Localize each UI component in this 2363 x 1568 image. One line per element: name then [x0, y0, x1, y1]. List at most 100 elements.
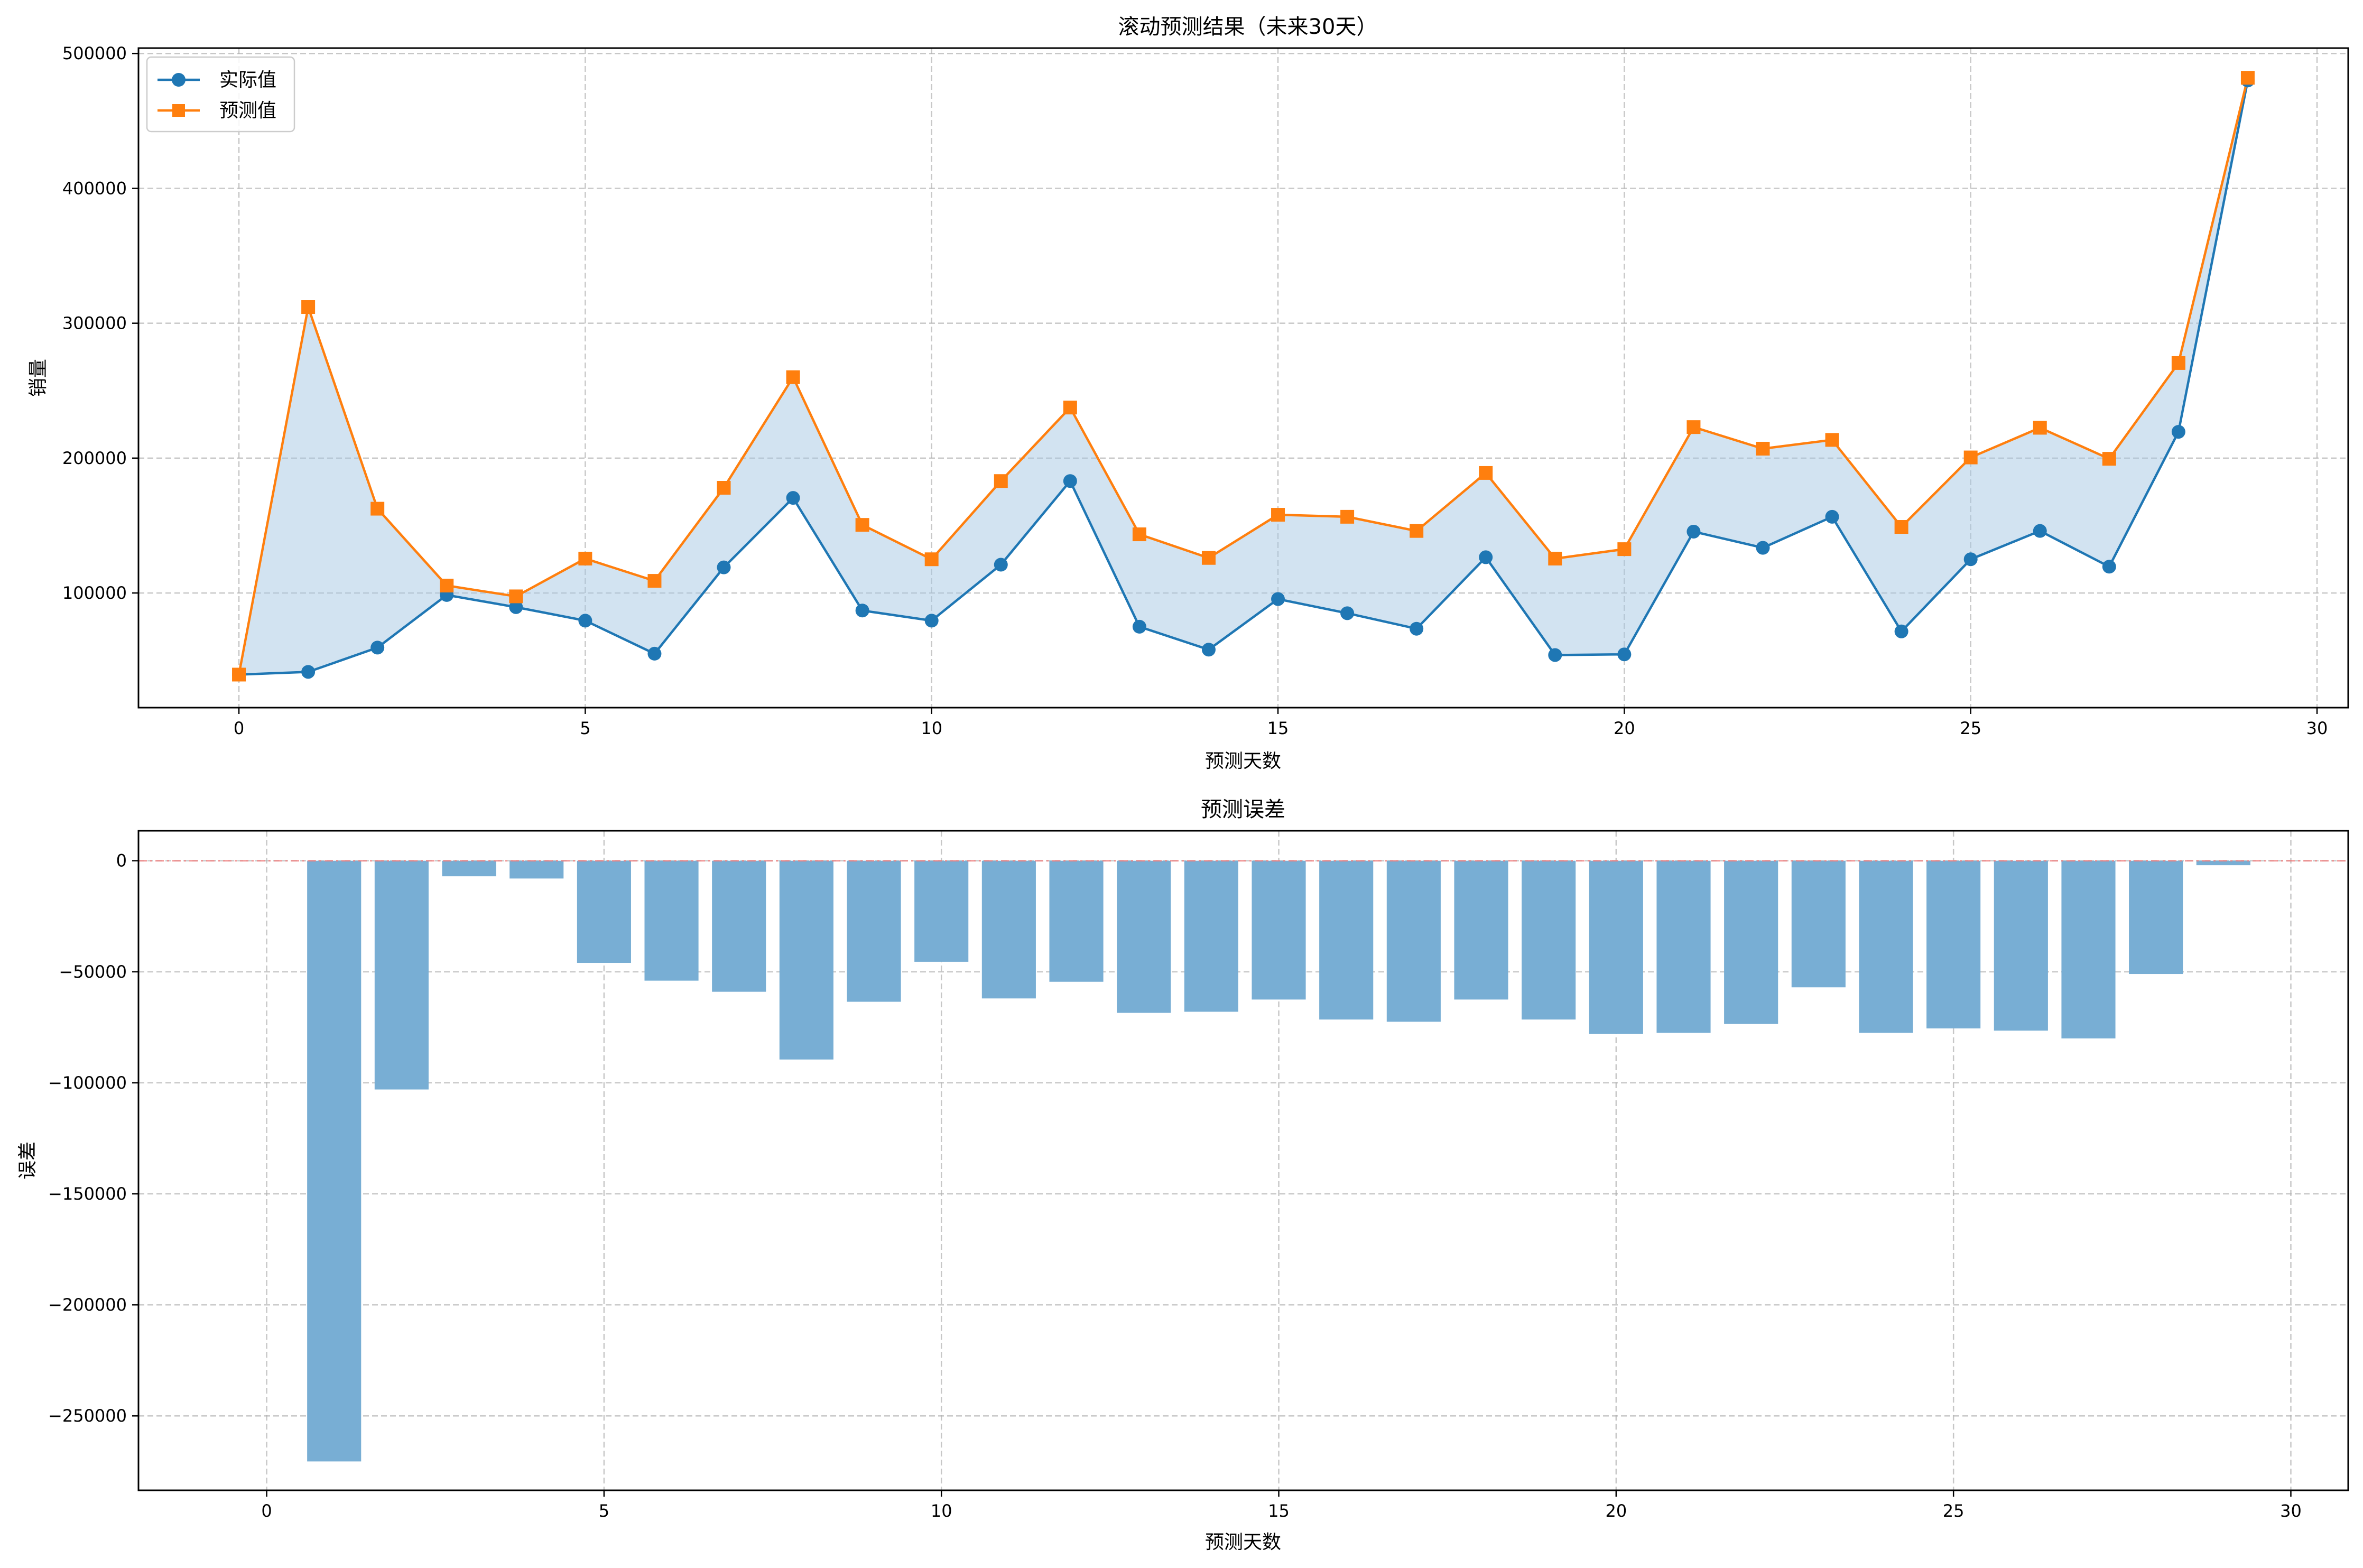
- actual-point: [1548, 648, 1562, 662]
- bottom-y-tick-label: −100000: [48, 1073, 127, 1093]
- predicted-series-line: [237, 77, 2249, 675]
- actual-point: [301, 665, 316, 679]
- actual-point: [1410, 621, 1424, 636]
- predicted-point: [578, 551, 592, 565]
- error-bar: [1859, 860, 1913, 1033]
- error-bar: [1926, 860, 1981, 1028]
- predicted-point: [1063, 401, 1077, 415]
- error-bar: [2061, 860, 2116, 1038]
- actual-point: [578, 614, 592, 628]
- error-bar: [1386, 860, 1441, 1022]
- top-x-tick-label: 15: [1267, 718, 1289, 738]
- error-bar: [1994, 860, 2048, 1031]
- bottom-x-tick-label: 25: [1943, 1501, 1964, 1521]
- predicted-point: [509, 589, 523, 604]
- error-bar: [577, 860, 631, 963]
- actual-point: [2033, 524, 2047, 538]
- top-x-tick-label: 10: [921, 718, 942, 738]
- predicted-point: [855, 518, 869, 532]
- actual-point: [370, 641, 385, 655]
- actual-point: [2102, 560, 2116, 574]
- predicted-point: [1132, 527, 1146, 542]
- actual-point: [1963, 552, 1978, 567]
- predicted-point: [1201, 551, 1216, 565]
- predicted-point: [924, 552, 939, 567]
- predicted-point: [1410, 524, 1424, 538]
- top-y-tick-label: 500000: [62, 43, 127, 63]
- top-series-group: [232, 71, 2255, 682]
- top-x-tick-label: 25: [1960, 718, 1981, 738]
- error-bar: [1522, 860, 1576, 1020]
- top-tick-labels: 0 5 10 15 20 25 30 100000 200000 300000 400000 5000…: [62, 43, 2328, 738]
- predicted-point: [440, 579, 454, 593]
- predicted-point: [1963, 450, 1978, 465]
- bottom-y-axis-label: 误差: [17, 1142, 39, 1180]
- bottom-x-tick-label: 15: [1268, 1501, 1290, 1521]
- error-bar: [1319, 860, 1374, 1020]
- predicted-point: [1756, 441, 1770, 456]
- top-y-axis-label: 销量: [27, 359, 49, 397]
- actual-point: [1894, 624, 1908, 638]
- bottom-y-tick-label: 0: [116, 851, 127, 871]
- error-bar: [981, 860, 1036, 999]
- bottom-y-tick-label: −250000: [48, 1406, 127, 1426]
- predicted-point: [717, 481, 731, 495]
- actual-point: [1340, 606, 1355, 620]
- error-bar: [1049, 860, 1104, 982]
- predicted-point: [232, 667, 246, 682]
- predicted-point: [1479, 466, 1493, 480]
- predicted-point: [2171, 356, 2185, 370]
- error-bar-chart: 预测误差 0 5 10 15 20 25 30 0 −50000 −100000 −150000 −2…: [17, 797, 2349, 1553]
- actual-point: [855, 604, 869, 618]
- predicted-point: [370, 502, 385, 516]
- predicted-point: [647, 574, 662, 588]
- top-y-tick-label: 300000: [62, 313, 127, 333]
- actual-point: [786, 491, 800, 505]
- error-bar: [644, 860, 699, 981]
- top-y-tick-label: 100000: [62, 583, 127, 603]
- actual-point: [1686, 524, 1701, 539]
- predicted-point: [2240, 71, 2255, 85]
- actual-point: [717, 560, 731, 574]
- legend-predicted-marker: [172, 104, 185, 117]
- top-x-tick-label: 5: [580, 718, 590, 738]
- error-bar: [1656, 860, 1711, 1033]
- predicted-point: [786, 370, 800, 384]
- top-x-tick-label: 20: [1614, 718, 1635, 738]
- top-x-tick-label: 30: [2306, 718, 2328, 738]
- top-chart-title: 滚动预测结果（未来30天）: [1118, 15, 1378, 39]
- actual-point: [1479, 550, 1493, 564]
- error-bar: [1252, 860, 1306, 1000]
- actual-point: [1132, 619, 1146, 634]
- bottom-plot-frame: [137, 830, 2349, 1491]
- error-bar: [1184, 860, 1238, 1012]
- forecast-line-chart: 滚动预测结果（未来30天） 0 5 10 15 20 25 30 100000 200000 30…: [27, 15, 2349, 772]
- error-bar: [442, 860, 496, 877]
- top-y-tick-label: 200000: [62, 448, 127, 468]
- error-bar: [914, 860, 969, 962]
- error-bar: [847, 860, 901, 1002]
- legend-predicted-label: 预测值: [219, 100, 276, 122]
- actual-point: [647, 646, 662, 661]
- bottom-x-tick-label: 30: [2280, 1501, 2302, 1521]
- legend-entry-actual: 实际值: [157, 69, 276, 91]
- predicted-point: [1894, 520, 1908, 534]
- bottom-x-tick-label: 5: [599, 1501, 609, 1521]
- predicted-point: [301, 300, 316, 314]
- actual-point: [994, 558, 1008, 572]
- predicted-point: [1617, 542, 1632, 556]
- actual-point: [1271, 592, 1285, 606]
- legend: 实际值 预测值: [146, 56, 295, 133]
- predicted-point: [994, 474, 1008, 488]
- top-x-axis-label: 预测天数: [1205, 750, 1281, 772]
- predicted-point: [2033, 421, 2047, 435]
- error-bar: [1724, 860, 1778, 1024]
- predicted-point: [1340, 509, 1355, 524]
- error-bar: [1589, 860, 1643, 1034]
- between-fill: [239, 78, 2248, 675]
- error-bar: [712, 860, 766, 992]
- actual-point: [509, 600, 523, 614]
- predicted-point: [1548, 551, 1562, 565]
- bottom-x-tick-label: 0: [261, 1501, 272, 1521]
- top-y-tick-label: 400000: [62, 178, 127, 198]
